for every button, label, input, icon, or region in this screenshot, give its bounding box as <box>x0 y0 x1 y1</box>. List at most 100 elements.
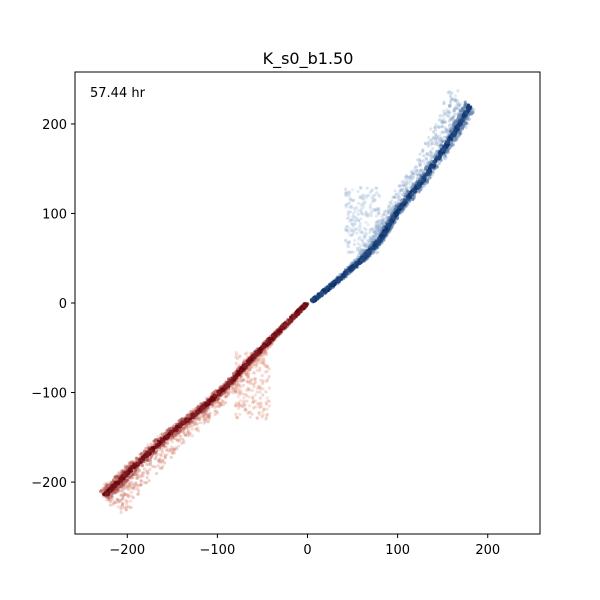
data-point <box>447 127 451 131</box>
data-point <box>362 243 366 247</box>
data-point <box>369 238 373 242</box>
data-point <box>464 102 468 106</box>
data-point <box>379 238 383 242</box>
data-point <box>434 134 438 138</box>
data-point <box>368 237 372 242</box>
data-point <box>362 202 366 206</box>
data-point <box>443 157 447 161</box>
data-point <box>147 479 151 483</box>
data-point <box>368 228 372 232</box>
data-point <box>360 238 364 242</box>
data-point <box>454 97 458 102</box>
data-point <box>140 479 144 483</box>
data-point <box>430 151 434 155</box>
data-point <box>440 120 444 124</box>
data-point <box>349 205 353 210</box>
data-point <box>358 224 362 228</box>
data-point <box>363 200 367 205</box>
data-point <box>413 185 418 189</box>
data-point <box>217 401 221 405</box>
data-point <box>346 245 350 249</box>
data-point <box>408 180 412 184</box>
data-point <box>450 134 454 138</box>
data-point <box>203 415 207 419</box>
data-point <box>452 107 456 111</box>
data-point <box>434 123 438 127</box>
data-point <box>406 181 410 185</box>
data-point <box>423 162 427 166</box>
data-point <box>445 108 449 112</box>
data-point <box>368 249 372 253</box>
data-point <box>404 182 408 186</box>
data-point <box>360 239 365 244</box>
data-point <box>357 249 361 253</box>
data-point <box>451 115 455 119</box>
data-point <box>405 179 409 183</box>
data-point <box>365 186 369 190</box>
data-point <box>407 175 411 179</box>
data-point <box>213 406 217 410</box>
data-point <box>179 434 183 438</box>
data-point <box>136 476 140 480</box>
data-point <box>388 200 392 204</box>
data-point <box>432 130 436 134</box>
data-point <box>358 246 362 250</box>
data-point <box>363 194 367 198</box>
data-point <box>410 172 414 176</box>
data-point <box>393 201 397 205</box>
data-point <box>454 99 458 103</box>
data-point <box>441 113 445 118</box>
data-point <box>131 486 135 490</box>
data-point <box>344 204 348 208</box>
data-point <box>393 195 397 199</box>
data-point <box>253 393 257 397</box>
data-point <box>236 395 240 399</box>
data-point <box>370 227 374 231</box>
data-point <box>350 204 354 208</box>
data-point <box>419 169 423 173</box>
data-point <box>368 211 373 216</box>
data-point <box>348 267 352 272</box>
data-point <box>404 184 408 188</box>
data-point <box>255 390 259 394</box>
data-point <box>447 103 451 108</box>
data-point <box>237 387 241 391</box>
data-point <box>453 133 457 138</box>
data-point <box>376 207 380 211</box>
data-point <box>404 177 408 181</box>
data-point <box>411 173 415 177</box>
data-point <box>376 250 380 254</box>
data-point <box>124 498 128 503</box>
data-point <box>386 211 390 216</box>
data-point <box>450 97 454 101</box>
data-point <box>409 174 413 178</box>
data-point <box>378 225 382 229</box>
data-point <box>145 469 149 473</box>
data-point <box>449 117 453 121</box>
data-point <box>448 94 453 98</box>
data-point <box>367 239 371 243</box>
data-point <box>409 195 413 199</box>
data-point <box>362 226 367 230</box>
data-point <box>444 112 448 117</box>
data-point <box>448 105 452 109</box>
data-point <box>448 117 452 121</box>
data-point <box>435 141 439 145</box>
data-point <box>361 193 365 197</box>
data-point <box>429 127 433 131</box>
data-point <box>459 109 463 113</box>
data-point <box>436 125 440 129</box>
data-point <box>376 226 380 230</box>
data-point <box>438 150 442 154</box>
data-point <box>440 125 444 129</box>
data-point <box>432 163 437 167</box>
data-point <box>390 202 394 206</box>
data-point <box>389 206 393 210</box>
data-point <box>409 190 413 194</box>
data-point <box>380 234 384 238</box>
data-point <box>348 197 352 202</box>
data-point <box>126 485 131 489</box>
data-point <box>250 388 255 392</box>
data-point <box>403 198 407 202</box>
data-point <box>437 140 441 144</box>
